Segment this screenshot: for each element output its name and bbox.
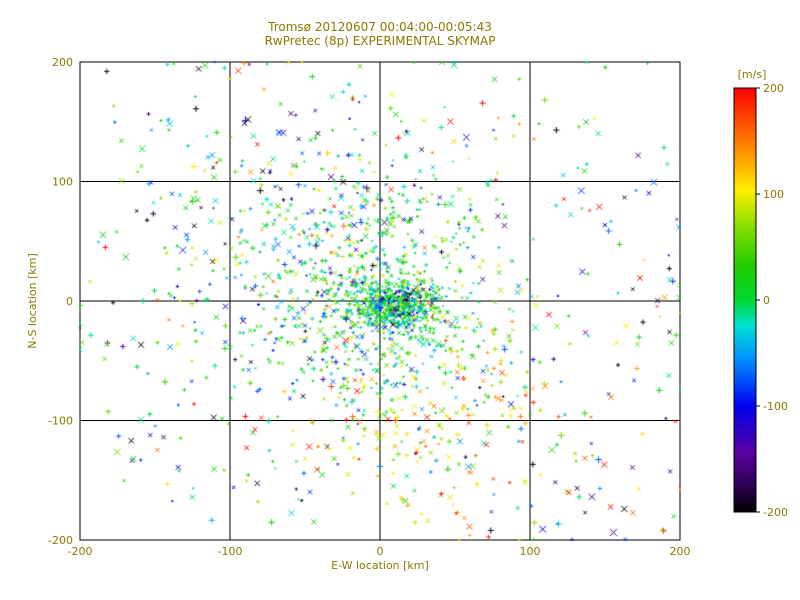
colorbar-unit-label: [m/s] [738, 68, 767, 81]
colorbar-tick-label: -200 [763, 506, 788, 519]
y-axis-label: N-S location [km] [26, 253, 39, 349]
x-tick-label: 0 [377, 545, 384, 558]
colorbar: 200 100 0 -100 -200 [733, 82, 788, 519]
x-axis-label: E-W location [km] [331, 559, 429, 572]
colorbar-tick-label: 200 [763, 82, 784, 95]
figure-title-line2: RwPretec (8p) EXPERIMENTAL SKYMAP [265, 34, 496, 48]
grid-layer [80, 62, 680, 540]
colorbar-bar [733, 87, 757, 513]
y-tick-label: -200 [48, 534, 73, 547]
x-tick-label: 200 [670, 545, 691, 558]
y-tick-label: 0 [66, 295, 73, 308]
y-tick-label: -100 [48, 415, 73, 428]
colorbar-tick-label: 0 [763, 294, 770, 307]
colorbar-tick-label: -100 [763, 400, 788, 413]
y-tick-label: 200 [52, 56, 73, 69]
x-tick-label: 100 [520, 545, 541, 558]
y-tick-label: 100 [52, 176, 73, 189]
colorbar-tick-label: 100 [763, 188, 784, 201]
figure-title-line1: Tromsø 20120607 00:04:00-00:05:43 [267, 20, 492, 34]
x-tick-label: -100 [218, 545, 243, 558]
